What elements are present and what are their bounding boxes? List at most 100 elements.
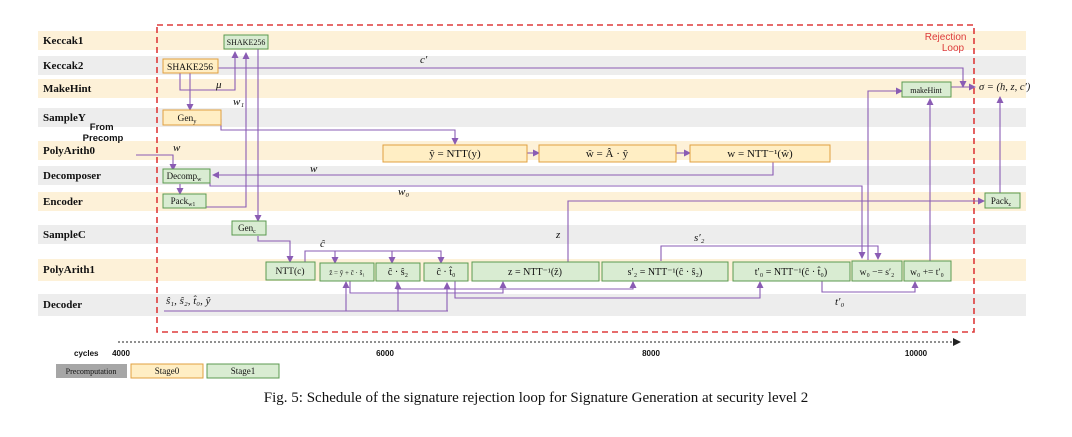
w0-sub-label: w₀ −= s′₂ bbox=[860, 268, 895, 278]
pack-z-block bbox=[984, 192, 1021, 209]
connector-s2-prime bbox=[660, 245, 882, 261]
annotation-c-prime: c′ bbox=[420, 54, 428, 66]
pack-z-subscript: z bbox=[1008, 202, 1011, 208]
w0-add-label: w₀ += t′₀ bbox=[910, 268, 944, 278]
rejection-loop-label-line1: Rejection bbox=[925, 32, 967, 43]
annotation-w-in: w bbox=[173, 142, 181, 154]
legend-label-stage1: Stage1 bbox=[231, 366, 256, 376]
gen-c-label: Genc bbox=[238, 223, 256, 235]
intt-z-block bbox=[471, 261, 600, 282]
connector-w1 bbox=[206, 52, 250, 208]
shake256-top-block bbox=[223, 34, 269, 50]
connector-mu bbox=[179, 51, 239, 91]
annotation-mu: μ bbox=[215, 79, 222, 91]
ntt-y-block bbox=[382, 144, 528, 163]
connector-precomp-w bbox=[136, 154, 177, 171]
ntt-y-label: ŷ = NTT(y) bbox=[429, 148, 481, 160]
makehint-block bbox=[901, 81, 952, 98]
annotation-s2-prime: s′₂ bbox=[694, 232, 705, 244]
makehint-label: makeHint bbox=[910, 86, 942, 95]
connector-w0 bbox=[209, 183, 866, 259]
row-label-keccak2: Keccak2 bbox=[43, 60, 84, 72]
mat-mul-label: ŵ = Â · ŷ bbox=[586, 148, 629, 160]
pack-z-text: Pack bbox=[991, 196, 1009, 206]
precomp-note-line1: From bbox=[90, 122, 114, 133]
pack-w1-subscript: w1 bbox=[188, 202, 195, 208]
annotation-w0: w₀ bbox=[398, 186, 409, 198]
timeline-tick-6000: 6000 bbox=[376, 349, 394, 358]
shake256-k2-block bbox=[162, 58, 219, 74]
intt-w-block bbox=[689, 144, 831, 163]
connector-w0-to-makehint bbox=[867, 87, 903, 260]
row-label-polyarith0: PolyArith0 bbox=[43, 145, 95, 157]
row-band-polyarith0 bbox=[38, 141, 1026, 160]
row-label-decoder: Decoder bbox=[43, 299, 82, 311]
row-band-keccak2 bbox=[38, 56, 1026, 75]
gen-c-subscript: c bbox=[253, 229, 256, 235]
pack-w1-text: Pack bbox=[171, 196, 189, 206]
connector-zhat-to-inttz bbox=[349, 281, 507, 294]
annotation-c-hat: ĉ bbox=[320, 238, 325, 250]
decomp-w-subscript: w bbox=[197, 177, 202, 183]
annotation-w1: w₁ bbox=[233, 96, 244, 108]
connector-chat-3 bbox=[392, 250, 445, 264]
row-label-makehint: MakeHint bbox=[43, 83, 92, 95]
row-band-makehint bbox=[38, 79, 1026, 98]
annotation-sigma: σ = (h, z, c′) bbox=[979, 82, 1031, 93]
shake256-k2-label: SHAKE256 bbox=[167, 63, 213, 73]
decomp-w-label: Decompw bbox=[167, 171, 203, 183]
gen-y-block bbox=[162, 109, 222, 126]
intt-s2-label: s′₂ = NTT⁻¹(ĉ · ŝ₂) bbox=[628, 267, 703, 278]
gen-y-text: Gen bbox=[177, 114, 193, 124]
figure-caption: Fig. 5: Schedule of the signature reject… bbox=[263, 390, 809, 406]
rejection-loop-label: Rejection Loop bbox=[925, 32, 969, 54]
pack-z-label: Packz bbox=[991, 196, 1012, 208]
decomp-w-text: Decomp bbox=[167, 171, 198, 181]
precomp-note-line2: Precomp bbox=[83, 133, 124, 144]
annotation-decoder-inputs: ŝ₁, ŝ₂, t̂₀, ŷ bbox=[166, 295, 211, 307]
row-band-encoder bbox=[38, 192, 1026, 211]
timeline-tick-10000: 10000 bbox=[905, 349, 928, 358]
intt-s2-block bbox=[601, 261, 729, 282]
legend-swatch-stage1 bbox=[206, 363, 280, 379]
gen-y-label: Geny bbox=[177, 114, 197, 125]
row-label-encoder: Encoder bbox=[43, 196, 83, 208]
row-band-sampley bbox=[38, 108, 1026, 127]
row-label-sampley: SampleY bbox=[43, 112, 86, 124]
intt-t0-label: t′₀ = NTT⁻¹(ĉ · t̂₀) bbox=[755, 266, 828, 278]
row-label-keccak1: Keccak1 bbox=[43, 35, 83, 47]
timeline-tick-8000: 8000 bbox=[642, 349, 660, 358]
timeline-axis-label: cycles bbox=[74, 349, 99, 358]
connector-cs2-to-intts2 bbox=[396, 281, 637, 290]
ct0-block bbox=[423, 262, 469, 282]
connector-ct0-to-inttt0 bbox=[454, 281, 764, 299]
intt-t0-block bbox=[732, 261, 851, 282]
annotation-t0-prime: t′₀ bbox=[835, 296, 844, 308]
connector-z bbox=[567, 197, 985, 262]
pack-w1-label: Packw1 bbox=[171, 196, 196, 208]
zhat-label: ẑ = ŷ + ĉ · ŝ₁ bbox=[329, 269, 365, 277]
pack-w1-block bbox=[162, 193, 207, 209]
connector-chat-1 bbox=[304, 250, 339, 264]
connector-inttw-to-decomp bbox=[212, 162, 774, 179]
ct0-label: ĉ · t̂₀ bbox=[436, 266, 456, 278]
rejection-loop-box bbox=[156, 24, 975, 333]
legend-swatch-stage0 bbox=[130, 363, 204, 379]
zhat-block bbox=[319, 262, 375, 282]
decomp-w-block bbox=[162, 168, 211, 184]
ntt-c-label: NTT(c) bbox=[275, 266, 304, 277]
annotation-z: z bbox=[555, 229, 561, 241]
w0-sub-block bbox=[851, 260, 903, 282]
gen-y-subscript: y bbox=[193, 118, 197, 125]
annotation-w-mid: w bbox=[310, 163, 318, 175]
row-label-decomposer: Decomposer bbox=[43, 170, 101, 182]
connector-genc-to-nttc bbox=[257, 236, 294, 263]
mat-mul-block bbox=[538, 144, 677, 163]
row-band-samplec bbox=[38, 225, 1026, 244]
w0-add-block bbox=[903, 260, 952, 282]
connector-t0-prime bbox=[821, 281, 919, 293]
cs2-block bbox=[375, 262, 421, 282]
ntt-c-block bbox=[265, 261, 316, 281]
